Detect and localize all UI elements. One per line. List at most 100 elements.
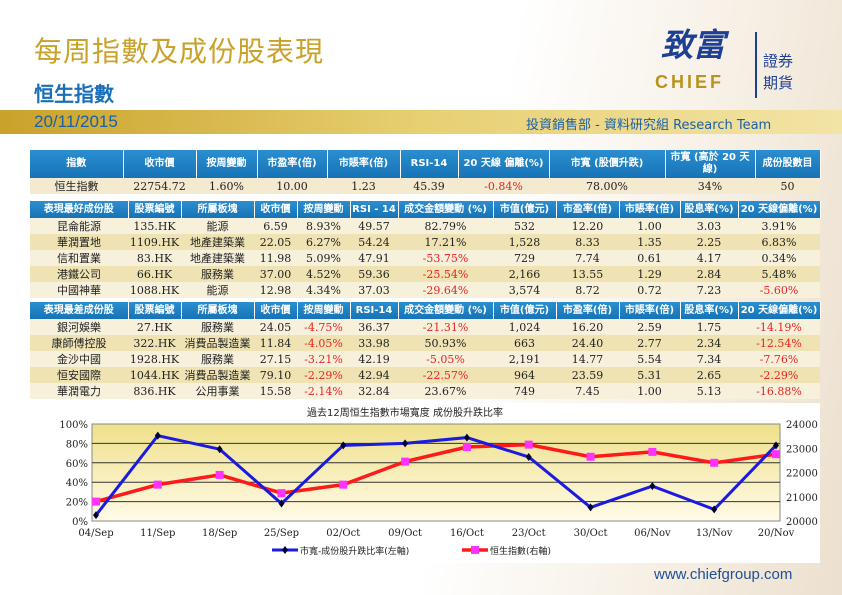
table-cell: -14.19% [738,319,820,335]
report-date: 20/11/2015 [34,112,118,131]
header-row: 指數 收市價 按周變動 市盈率(倍) 市賬率(倍) RSI-14 20 天線 偏離(%) 市寬… [30,150,821,178]
table-cell: 36.37 [350,319,398,335]
table-row: 恒生指數 22754.72 1.60% 10.00 1.23 45.39 -0.84% 78.… [30,178,820,194]
x-tick: 13/Nov [696,528,733,539]
table-cell: 16.20 [556,319,619,335]
table-cell: 45.39 [400,178,458,194]
column-header: 市寬 (高於 20 天線) [665,150,756,178]
table-cell: 華潤電力 [30,383,128,399]
table-cell: 1.35 [619,234,680,250]
table-cell: 2.34 [680,335,738,351]
chief-logo: 致富 CHIEF 證券 期貨 [655,20,815,100]
worst-constituents-table: 表現最差成份股 股票編號 所屬板塊 收市價 按周變動 RSI-14 成交金額變動 (%) 市值… [30,302,821,399]
table-cell: 服務業 [181,266,254,282]
y-right-tick: 20000 [786,517,818,528]
table-cell: 23.59 [556,367,619,383]
table-cell: -4.05% [297,335,350,351]
table-cell: 7.74 [556,250,619,266]
footer-url[interactable]: www.chiefgroup.com [654,566,793,583]
table-cell: 24.40 [556,335,619,351]
table-cell: 54.24 [350,234,398,250]
chart-title: 過去12周恒生指數市場寬度 成份股升跌比率 [307,406,503,419]
column-header: 成交金額變動 (%) [398,302,494,319]
table-cell: 華潤置地 [30,234,128,250]
table-cell: -0.84% [458,178,549,194]
table-cell: 37.00 [254,266,297,282]
table-cell: 6.83% [738,234,820,250]
column-header: 所屬板塊 [181,201,255,218]
logo-side-1: 證券 [763,52,794,70]
table-cell: -21.31% [398,319,493,335]
table-cell: 1,528 [493,234,556,250]
table-cell: 83.HK [128,250,181,266]
column-header: 市賬率(倍) [327,150,401,178]
column-header: 市寬 (股價升跌) [549,150,666,178]
table-cell: 749 [493,383,556,399]
page-title: 每周指數及成份股表現 [34,35,325,68]
table-cell: 17.21% [398,234,493,250]
table-cell: -16.88% [738,383,820,399]
table-row: 銀河娛樂 27.HK 服務業 24.05 -4.75% 36.37 -21.31% 1,024… [30,319,820,335]
hsi-point [586,452,595,461]
table-cell: -5.05% [398,351,493,367]
table-cell: 能源 [181,218,254,234]
column-header: 市盈率(倍) [556,302,620,319]
table-cell: 33.98 [350,335,398,351]
table-cell: 14.77 [556,351,619,367]
table-cell: 5.48% [738,266,820,282]
breadth-point [154,431,161,440]
table-cell: 地產建築業 [181,250,254,266]
table-cell: 22754.72 [123,178,196,194]
table-cell: 金沙中國 [30,351,128,367]
table-cell: 0.61 [619,250,680,266]
table-cell: 78.00% [549,178,665,194]
table-cell: 5.31 [619,367,680,383]
plot-area [91,423,781,522]
table-cell: 22.05 [254,234,297,250]
table-cell: 24.05 [254,319,297,335]
table-cell: 50 [755,178,820,194]
table-cell: 4.17 [680,250,738,266]
breadth-point [711,505,718,514]
column-header: 股息率(%) [680,302,739,319]
table-cell: 地產建築業 [181,234,254,250]
column-header: 收市價 [254,201,298,218]
table-cell: 12.98 [254,282,297,298]
table-row: 昆侖能源 135.HK 能源 6.59 8.93% 49.57 82.79% 532 12.20… [30,218,820,234]
breadth-point [402,439,409,448]
table-cell: 2.59 [619,319,680,335]
table-cell: 27.15 [254,351,297,367]
column-header: 市盈率(倍) [257,150,328,178]
table-cell: 1928.HK [128,351,181,367]
table-cell: -2.29% [297,367,350,383]
hsi-point [524,440,533,449]
table-cell: 1.29 [619,266,680,282]
table-cell: 729 [493,250,556,266]
column-header: 20 天線偏離(%) [738,201,821,218]
x-tick: 09/Oct [388,528,422,539]
table-cell: 10.00 [257,178,327,194]
table-cell: -2.14% [297,383,350,399]
header-row: 表現最好成份股 股票編號 所屬板塊 收市價 按周變動 RSI - 14 成交金額變動 (%)… [30,201,821,218]
table-cell: 47.91 [350,250,398,266]
table-cell: 32.84 [350,383,398,399]
table-row: 港鐵公司 66.HK 服務業 37.00 4.52% 59.36 -25.54% 2,166 1… [30,266,820,282]
logo-divider [755,32,757,98]
table-cell: 7.45 [556,383,619,399]
column-header: 所屬板塊 [181,302,255,319]
table-cell: 6.59 [254,218,297,234]
column-header: 成份股數目 [755,150,821,178]
table-cell: 1.60% [196,178,257,194]
table-cell: 消費品製造業 [181,335,254,351]
column-header: 按周變動 [196,150,258,178]
table-cell: 3.91% [738,218,820,234]
hsi-point [215,470,224,479]
table-cell: 中國神華 [30,282,128,298]
column-header: 市賬率(倍) [619,302,681,319]
series-line-breadth [94,433,778,517]
legend-hsi-marker [471,546,479,554]
column-header: 收市價 [123,150,197,178]
logo-side-2: 期貨 [763,74,794,92]
table-cell: 11.84 [254,335,297,351]
table-cell: -25.54% [398,266,493,282]
